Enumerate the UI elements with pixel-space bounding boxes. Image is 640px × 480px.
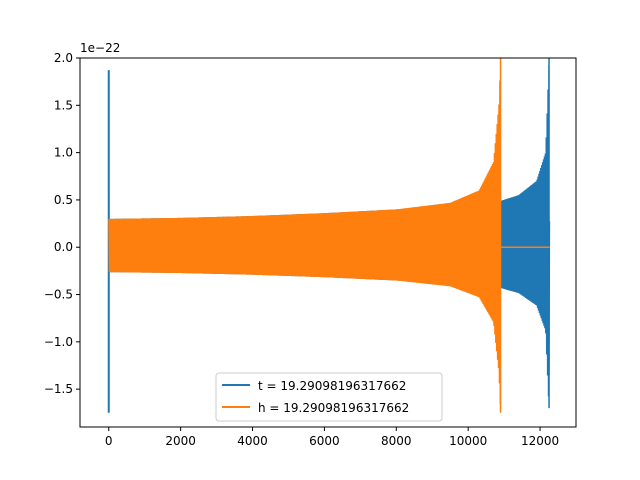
x-tick-label: 0 <box>105 434 113 448</box>
y-tick-label: 1.0 <box>54 146 73 160</box>
y-tick-label: 2.0 <box>54 51 73 65</box>
x-tick-label: 12000 <box>521 434 559 448</box>
legend-label-t: t = 19.29098196317662 <box>258 379 406 393</box>
y-tick-label: −1.0 <box>44 335 73 349</box>
series-1-line <box>108 80 501 405</box>
legend: t = 19.29098196317662 h = 19.29098196317… <box>215 372 443 422</box>
y-axis: −1.5 −1.0 −0.5 0.0 0.5 1.0 1.5 2.0 <box>44 51 80 396</box>
y-tick-label: 1.5 <box>54 98 73 112</box>
legend-label-h: h = 19.29098196317662 <box>258 401 409 415</box>
x-tick-label: 8000 <box>381 434 412 448</box>
x-tick-label: 2000 <box>165 434 196 448</box>
y-offset-text: 1e−22 <box>80 41 120 55</box>
y-tick-label: 0.0 <box>54 240 73 254</box>
series-1 <box>108 58 550 413</box>
y-tick-label: −0.5 <box>44 288 73 302</box>
x-tick-label: 10000 <box>449 434 487 448</box>
x-tick-label: 6000 <box>309 434 340 448</box>
series-layer <box>107 58 551 413</box>
x-tick-label: 4000 <box>237 434 268 448</box>
y-tick-label: −1.5 <box>44 382 73 396</box>
legend-box <box>215 372 443 422</box>
plot-frame <box>79 57 577 428</box>
y-tick-label: 0.5 <box>54 193 73 207</box>
x-axis: 0 2000 4000 6000 8000 10000 12000 <box>105 427 559 448</box>
